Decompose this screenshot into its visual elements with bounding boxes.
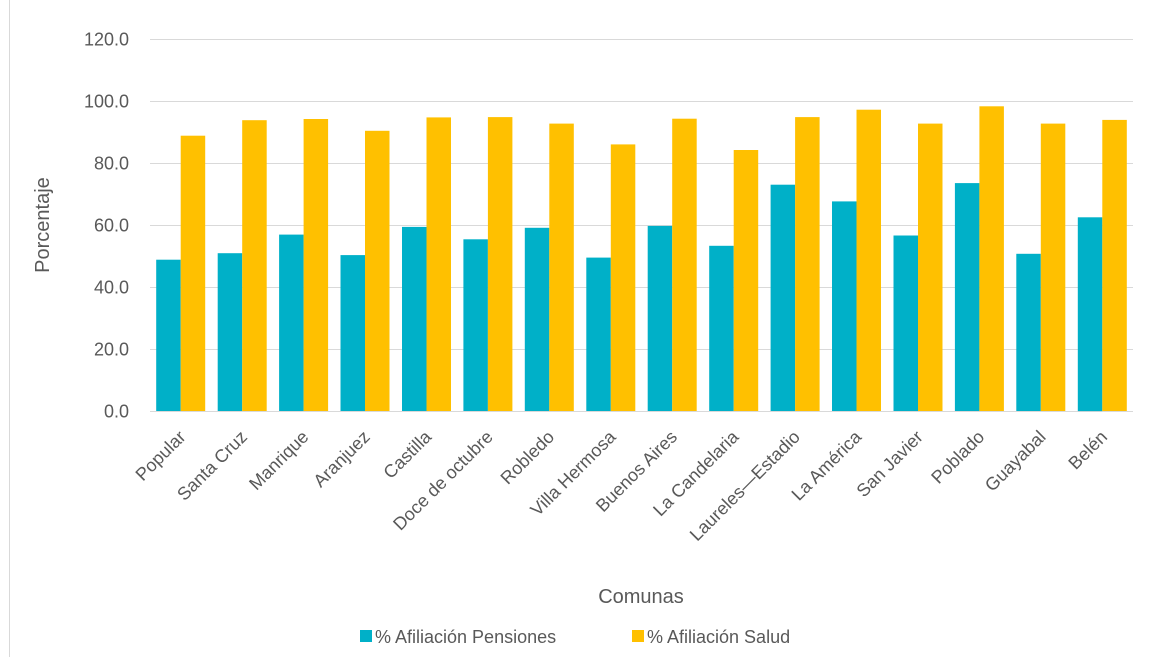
y-tick-label: 100.0 bbox=[84, 92, 129, 112]
x-tick-label: Manrique bbox=[245, 427, 312, 494]
x-tick-label: Aranjuez bbox=[309, 427, 373, 491]
bars bbox=[156, 106, 1127, 412]
bar-series-1-13 bbox=[979, 106, 1004, 412]
bar-series-1-5 bbox=[487, 117, 513, 411]
bar-series-0-6 bbox=[524, 227, 550, 411]
x-axis-title: Comunas bbox=[598, 586, 684, 608]
bar-series-1-12 bbox=[918, 123, 943, 411]
bar-series-1-6 bbox=[549, 123, 574, 411]
bar-series-1-3 bbox=[365, 130, 390, 412]
bar-series-1-14 bbox=[1040, 123, 1066, 411]
legend-label-0: % Afiliación Pensiones bbox=[375, 627, 556, 647]
bar-series-0-14 bbox=[1016, 253, 1041, 411]
y-tick-label: 20.0 bbox=[94, 340, 129, 360]
bar-series-0-0 bbox=[156, 259, 181, 411]
bar-series-1-9 bbox=[733, 150, 759, 411]
bar-series-1-2 bbox=[303, 119, 329, 411]
y-tick-label: 0.0 bbox=[104, 402, 129, 422]
bar-series-1-8 bbox=[672, 118, 697, 411]
x-tick-label: San Javier bbox=[853, 427, 927, 501]
bar-series-1-7 bbox=[610, 144, 636, 411]
bar-series-1-11 bbox=[856, 109, 881, 411]
x-tick-label: Laureles—Estadio bbox=[686, 427, 804, 545]
x-tick-label: Belén bbox=[1064, 427, 1111, 474]
legend-swatch-0 bbox=[360, 630, 372, 642]
bar-series-0-13 bbox=[954, 183, 980, 411]
y-tick-labels: 0.0 20.0 40.0 60.0 80.0 100.0 120.0 bbox=[84, 30, 129, 422]
bar-series-1-1 bbox=[242, 120, 267, 411]
bar-series-1-10 bbox=[795, 117, 820, 411]
bar-series-0-12 bbox=[893, 235, 918, 411]
y-tick-label: 120.0 bbox=[84, 30, 129, 50]
bar-series-0-2 bbox=[279, 234, 304, 411]
bar-series-0-11 bbox=[832, 201, 857, 411]
legend: % Afiliación Pensiones % Afiliación Salud bbox=[360, 627, 790, 647]
bar-series-0-9 bbox=[709, 245, 734, 411]
bar-series-0-7 bbox=[586, 257, 611, 411]
y-tick-label: 60.0 bbox=[94, 216, 129, 236]
bar-series-0-10 bbox=[770, 184, 796, 411]
x-tick-label: Guayabal bbox=[981, 427, 1050, 496]
y-axis-title: Porcentaje bbox=[32, 177, 54, 273]
bar-series-0-5 bbox=[463, 239, 488, 411]
x-tick-label: Robledo bbox=[497, 427, 559, 489]
bar-series-1-4 bbox=[426, 117, 451, 412]
bar-series-0-1 bbox=[217, 253, 243, 411]
bar-series-1-15 bbox=[1102, 119, 1127, 412]
bar-series-0-4 bbox=[402, 226, 427, 411]
x-tick-label: Castilla bbox=[379, 426, 436, 483]
legend-label-1: % Afiliación Salud bbox=[647, 627, 790, 647]
bar-series-0-3 bbox=[340, 255, 365, 411]
y-tick-label: 80.0 bbox=[94, 154, 129, 174]
bar-series-0-15 bbox=[1077, 217, 1103, 412]
legend-swatch-1 bbox=[632, 630, 644, 642]
x-tick-label: Popular bbox=[132, 427, 190, 485]
bar-series-0-8 bbox=[647, 225, 673, 411]
bar-series-1-0 bbox=[180, 135, 206, 411]
y-tick-label: 40.0 bbox=[94, 278, 129, 298]
x-tick-label: Poblado bbox=[927, 427, 988, 488]
